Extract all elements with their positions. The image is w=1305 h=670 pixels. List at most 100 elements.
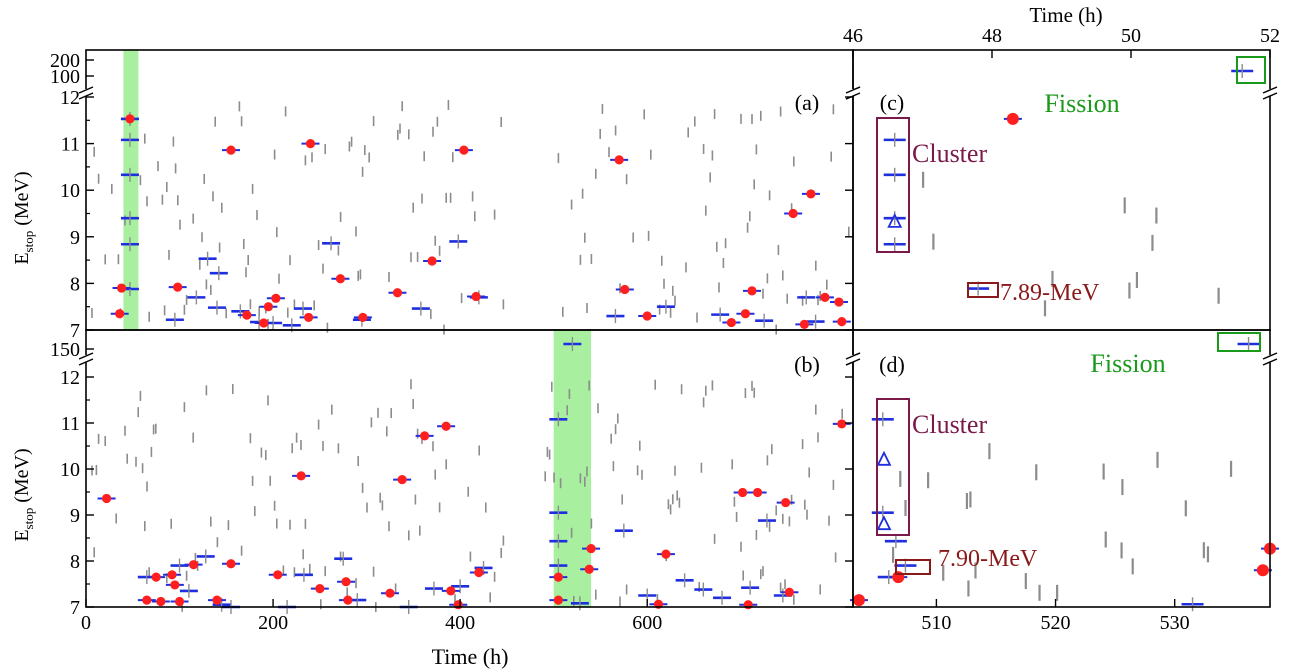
x-tick-label-b: 600 (632, 612, 662, 634)
data-point-a (747, 286, 757, 296)
panel-d-label: (d) (879, 352, 905, 377)
correlation-band-b (553, 330, 592, 607)
y-axis-subscript-a: stop (21, 231, 36, 253)
energy-label-d: 7.90-MeV (938, 546, 1038, 572)
data-point-b (315, 584, 325, 594)
x-tick-label-b: 200 (258, 612, 288, 634)
x-tick-label-c: 46 (843, 25, 863, 47)
fission-box-c (1236, 56, 1266, 84)
x-tick-label-d: 520 (1041, 612, 1071, 634)
data-point-b (151, 572, 161, 582)
axis-break-mark-b (78, 352, 94, 360)
y-axis-unit-a: (MeV) (11, 171, 33, 230)
cluster-box-c (876, 117, 910, 253)
y-tick-label-a: 11 (61, 134, 80, 156)
x-tick-label-c: 50 (1121, 25, 1141, 47)
data-point-a (392, 288, 403, 298)
y-axis-unit-b: (MeV) (11, 448, 33, 507)
data-point-b (743, 600, 753, 610)
data-point-b (586, 543, 596, 554)
data-point-a (834, 297, 844, 307)
axis-break-mark-a (78, 92, 94, 100)
y-tick-label-b: 9 (70, 505, 80, 527)
data-point-a (740, 309, 751, 319)
data-point-a (642, 311, 652, 321)
data-point-b (661, 549, 671, 559)
energy-box-c (967, 282, 999, 298)
data-point-b (167, 570, 177, 580)
data-point-a (173, 282, 183, 292)
data-point-a (116, 283, 127, 293)
data-point-c (1006, 112, 1019, 125)
axis-break-mark-a (78, 86, 94, 94)
data-point-a (242, 310, 252, 320)
x-tick-label-b: 400 (445, 612, 475, 634)
data-point-b (784, 587, 794, 597)
y-axis-label-b: Estop (MeV) (11, 448, 36, 541)
x-tick-label-d: 510 (921, 612, 951, 634)
data-point-a (125, 114, 135, 124)
data-point-b (446, 586, 456, 596)
data-point-a (335, 274, 346, 284)
y-tick-label-a: 7 (70, 320, 80, 342)
y-tick-label-b: 10 (60, 459, 80, 481)
cluster-box-d (876, 398, 910, 536)
data-point-b (174, 596, 185, 607)
y-tick-label-a: 8 (70, 273, 80, 295)
data-point-a (806, 189, 816, 199)
triangle-marker-d (876, 515, 892, 531)
data-point-a (115, 309, 125, 319)
y-upper-tick-label-b: 150 (50, 339, 80, 361)
energy-box-d (895, 559, 931, 575)
y-tick-label-b: 11 (61, 413, 80, 435)
data-point-a (259, 318, 269, 328)
panel-c-label: (c) (880, 90, 904, 115)
y-tick-label-a: 10 (60, 180, 80, 202)
axis-break-mark-c (1262, 92, 1278, 100)
data-point-a (726, 317, 737, 328)
energy-label-c: 7.89-MeV (1000, 280, 1100, 306)
data-point-b (341, 577, 351, 587)
data-point-b (584, 564, 594, 574)
axis-break-mark-d (845, 358, 861, 366)
data-point-b (441, 421, 451, 431)
data-point-b (385, 588, 395, 598)
data-mark-layer (97, 64, 1279, 614)
data-point-b (752, 487, 763, 498)
axis-break-mark-d (1262, 352, 1278, 360)
fission-box-d (1217, 332, 1261, 352)
data-point-b (420, 431, 430, 441)
data-point-b (397, 474, 407, 485)
annotation-layer (876, 56, 1266, 575)
x-axis-label-top: Time (h) (1029, 3, 1102, 27)
data-point-d (1256, 564, 1269, 577)
fission-label-d: Fission (1090, 349, 1165, 378)
y-tick-label-a: 12 (60, 87, 80, 109)
axis-break-mark-c (845, 86, 861, 94)
data-point-b (212, 595, 222, 605)
data-point-a (271, 293, 281, 303)
data-point-b (156, 596, 166, 607)
x-tick-label-d: 530 (1160, 612, 1190, 634)
data-point-b (142, 595, 152, 605)
data-point-b (343, 595, 353, 605)
data-point-a (459, 145, 469, 155)
axis-break-mark-d (1262, 358, 1278, 366)
y-axis-subscript-b: stop (21, 508, 36, 530)
data-point-d (852, 594, 865, 607)
data-point-a (226, 145, 236, 155)
y-tick-label-b: 8 (70, 551, 80, 573)
data-point-a (837, 317, 847, 327)
data-point-a (614, 155, 624, 165)
data-point-a (427, 256, 437, 266)
data-point-b (553, 572, 563, 582)
data-point-b (474, 567, 484, 578)
y-tick-label-a: 9 (70, 227, 80, 249)
data-point-b (296, 471, 306, 481)
panel-b-label: (b) (794, 352, 820, 377)
data-point-a (799, 319, 809, 330)
axis-break-gap-c (1262, 89, 1278, 96)
data-point-a (304, 312, 314, 323)
data-point-b (738, 487, 748, 498)
